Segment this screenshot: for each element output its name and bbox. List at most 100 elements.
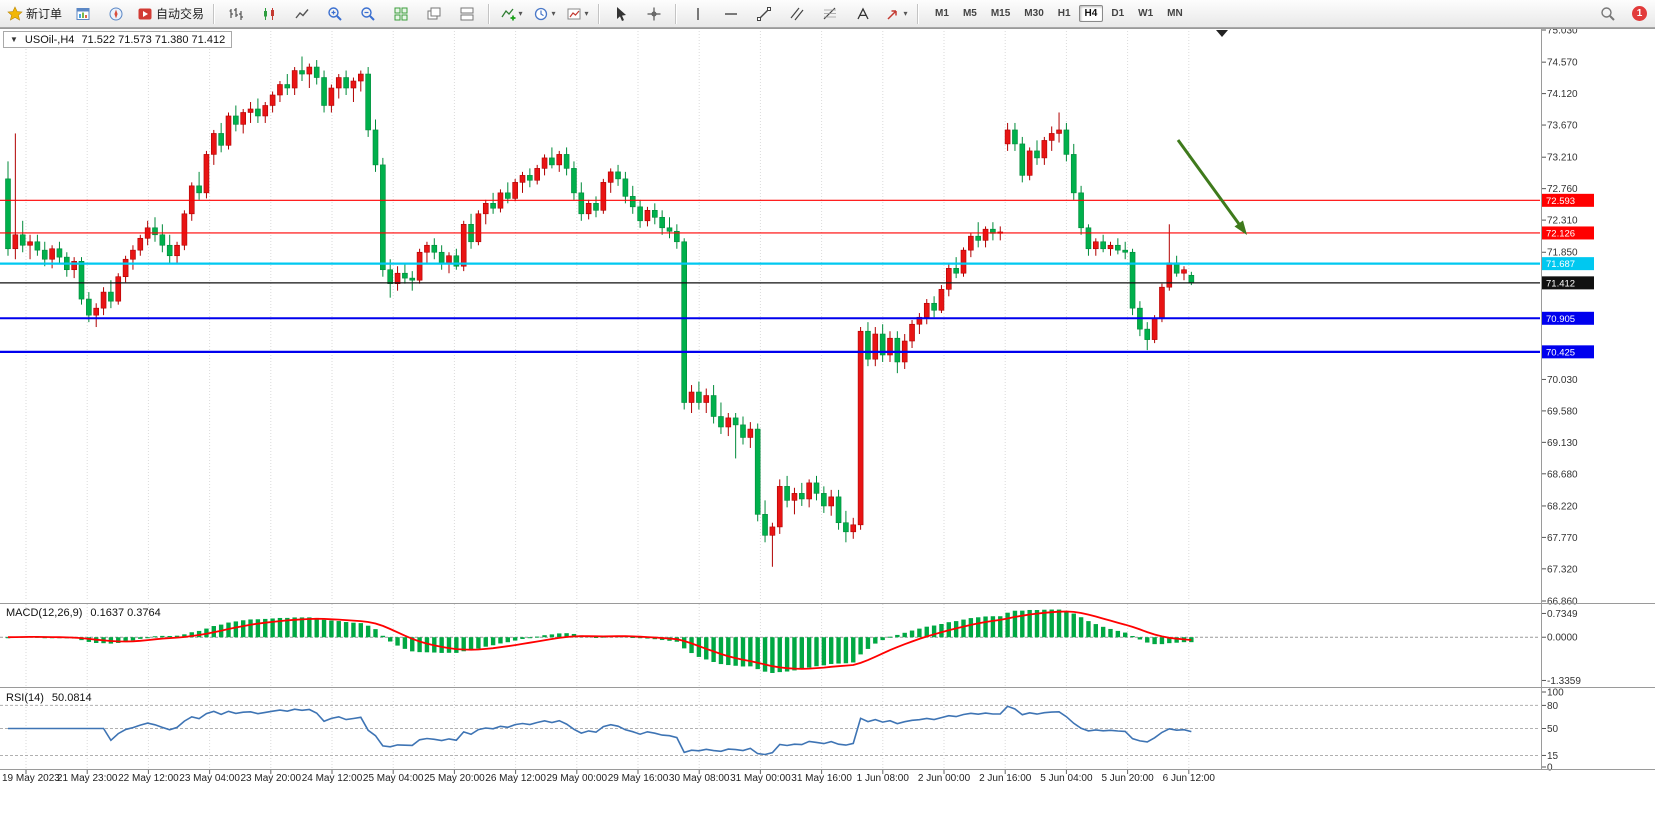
- candle: [1063, 129, 1070, 155]
- macd-histogram-bar: [468, 637, 474, 651]
- trend-arrow-head[interactable]: [1234, 220, 1248, 236]
- candle: [916, 316, 923, 325]
- candle: [674, 230, 680, 243]
- bar-chart-mode-button[interactable]: [220, 1, 252, 27]
- cursor-tool-button[interactable]: [605, 1, 637, 27]
- new-order-button[interactable]: 新订单: [3, 1, 66, 27]
- macd-histogram-bar: [1027, 609, 1032, 638]
- notification-badge[interactable]: 1: [1632, 6, 1647, 21]
- candle: [835, 496, 842, 524]
- indicators-button[interactable]: ▾: [495, 1, 527, 27]
- search-button[interactable]: [1592, 1, 1624, 27]
- candle: [12, 234, 19, 250]
- candle: [1048, 133, 1055, 141]
- tile-horizontal-button[interactable]: [451, 1, 483, 27]
- timeframe-button-w1[interactable]: W1: [1138, 8, 1154, 19]
- macd-histogram-bar: [270, 618, 275, 638]
- symbol-chip[interactable]: ▼ USOil-,H4 71.522 71.573 71.380 71.412: [3, 31, 233, 48]
- arrow-tool-icon: [886, 9, 897, 20]
- macd-histogram-bar: [314, 617, 319, 638]
- candle: [747, 428, 754, 438]
- timeframe-button-h1[interactable]: H1: [1057, 8, 1071, 19]
- macd-histogram-bar: [1042, 609, 1047, 638]
- arrows-tool-button[interactable]: ▾: [880, 1, 912, 27]
- candle: [431, 244, 438, 253]
- candle: [600, 182, 607, 211]
- timeframe-button-m5[interactable]: M5: [962, 8, 977, 19]
- price-tag: [1542, 311, 1594, 325]
- vertical-line-tool-button[interactable]: [682, 1, 714, 27]
- channel-tool-button[interactable]: [781, 1, 813, 27]
- cascade-windows-button[interactable]: [418, 1, 450, 27]
- macd-histogram-bar: [711, 637, 716, 662]
- zoom-out-button[interactable]: [352, 1, 384, 27]
- macd-histogram-bar: [718, 637, 724, 665]
- candle: [909, 323, 915, 342]
- rsi-indicator-label: RSI(14) 50.0814: [6, 692, 92, 704]
- trend-arrow-annotation[interactable]: [1176, 139, 1241, 225]
- candlestick-mode-button[interactable]: [253, 1, 285, 27]
- timeframe-button-mn[interactable]: MN: [1167, 8, 1183, 19]
- candle: [798, 493, 805, 500]
- time-axis-label: 2 Jun 16:00: [979, 773, 1032, 784]
- price-tag-label: 72.593: [1546, 196, 1575, 207]
- collapse-one-click-icon[interactable]: ▼: [10, 35, 18, 44]
- periods-button[interactable]: ▾: [528, 1, 560, 27]
- price-axis-label: 69.130: [1547, 438, 1578, 449]
- macd-histogram-bar: [1159, 637, 1165, 645]
- macd-histogram-bar: [182, 634, 187, 638]
- candle: [571, 168, 577, 194]
- autotrading-button[interactable]: 自动交易: [133, 1, 208, 27]
- macd-histogram-bar: [1100, 626, 1106, 638]
- candle: [527, 175, 533, 181]
- market-watch-button[interactable]: [67, 1, 99, 27]
- chart-background: [0, 28, 1655, 832]
- text-tool-button[interactable]: [847, 1, 879, 27]
- macd-histogram-bar: [909, 630, 915, 638]
- timeframe-button-h4[interactable]: H4: [1078, 5, 1104, 22]
- candle: [615, 171, 621, 180]
- templates-icon: [567, 8, 581, 19]
- macd-histogram-bar: [285, 617, 290, 638]
- macd-histogram-bar: [1034, 610, 1040, 638]
- price-tag: [1542, 193, 1594, 207]
- time-axis-label: 5 Jun 04:00: [1040, 773, 1093, 784]
- macd-histogram-bar: [998, 616, 1003, 638]
- rsi-axis-label: 100: [1547, 688, 1564, 699]
- timeframe-button-m1[interactable]: M1: [935, 8, 949, 19]
- candle: [453, 255, 460, 267]
- macd-histogram-bar: [329, 620, 334, 638]
- time-axis-label: 29 May 00:00: [546, 773, 607, 784]
- line-chart-mode-button[interactable]: [286, 1, 318, 27]
- macd-histogram-bar: [689, 637, 694, 654]
- trendline-tool-button[interactable]: [748, 1, 780, 27]
- candle: [622, 178, 629, 197]
- timeframe-button-d1[interactable]: D1: [1111, 8, 1125, 19]
- macd-histogram-bar: [160, 635, 165, 638]
- tile-windows-button[interactable]: [385, 1, 417, 27]
- crosshair-tool-button[interactable]: [638, 1, 670, 27]
- candle: [71, 261, 77, 271]
- time-axis-label: 19 May 2023: [2, 773, 60, 784]
- new-order-label: 新订单: [26, 7, 63, 21]
- macd-histogram-bar: [520, 637, 525, 639]
- indicators-icon: [500, 8, 516, 20]
- candle: [446, 255, 452, 264]
- navigator-button[interactable]: [100, 1, 132, 27]
- macd-histogram-bar: [924, 626, 929, 638]
- candle: [284, 84, 291, 89]
- macd-histogram-bar: [123, 637, 128, 642]
- macd-histogram-bar: [895, 634, 900, 638]
- timeframe-button-m30[interactable]: M30: [1024, 8, 1044, 19]
- candle: [1085, 227, 1092, 250]
- clock-icon: [534, 7, 547, 20]
- zoom-in-button[interactable]: [319, 1, 351, 27]
- macd-histogram-bar: [748, 637, 753, 667]
- templates-button[interactable]: ▾: [561, 1, 593, 27]
- candle: [982, 228, 989, 241]
- horizontal-line-tool-button[interactable]: [715, 1, 747, 27]
- fibonacci-tool-button[interactable]: [814, 1, 846, 27]
- timeframe-button-m15[interactable]: M15: [990, 8, 1011, 19]
- candle: [887, 337, 893, 356]
